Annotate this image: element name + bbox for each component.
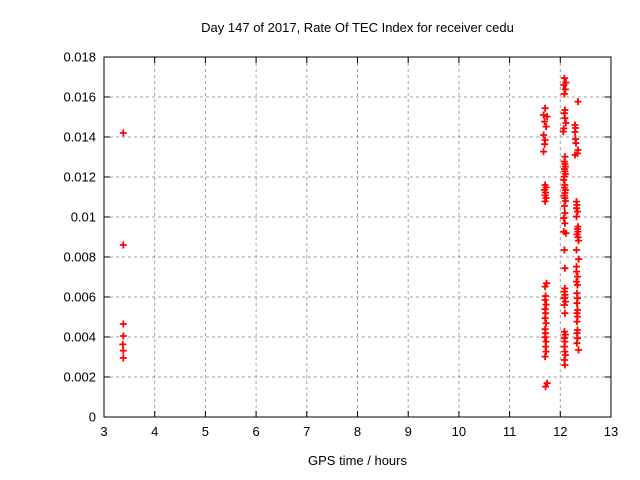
x-tick-label: 6 [252, 424, 259, 439]
y-tick-label: 0.016 [63, 90, 96, 105]
y-tick-label: 0.014 [63, 130, 96, 145]
grid-lines [104, 57, 611, 417]
x-axis-label: GPS time / hours [308, 453, 407, 468]
y-tick-label: 0.01 [71, 210, 96, 225]
x-tick-label: 5 [202, 424, 209, 439]
x-tick-label: 4 [151, 424, 158, 439]
data-points [119, 74, 583, 391]
chart-title: Day 147 of 2017, Rate Of TEC Index for r… [201, 20, 514, 35]
y-tick-label: 0.012 [63, 170, 96, 185]
x-tick-label: 9 [405, 424, 412, 439]
y-tick-label: 0.006 [63, 290, 96, 305]
x-tick-label: 3 [100, 424, 107, 439]
tick-marks [103, 56, 612, 418]
x-tick-label: 12 [553, 424, 567, 439]
x-tick-label: 8 [354, 424, 361, 439]
y-tick-label: 0.004 [63, 330, 96, 345]
x-tick-label: 13 [604, 424, 618, 439]
x-tick-label: 7 [303, 424, 310, 439]
y-tick-label: 0 [89, 410, 96, 425]
x-tick-label: 11 [503, 424, 517, 439]
y-tick-label: 0.018 [63, 50, 96, 65]
y-tick-label: 0.008 [63, 250, 96, 265]
x-tick-label: 10 [452, 424, 466, 439]
y-tick-label: 0.002 [63, 370, 96, 385]
